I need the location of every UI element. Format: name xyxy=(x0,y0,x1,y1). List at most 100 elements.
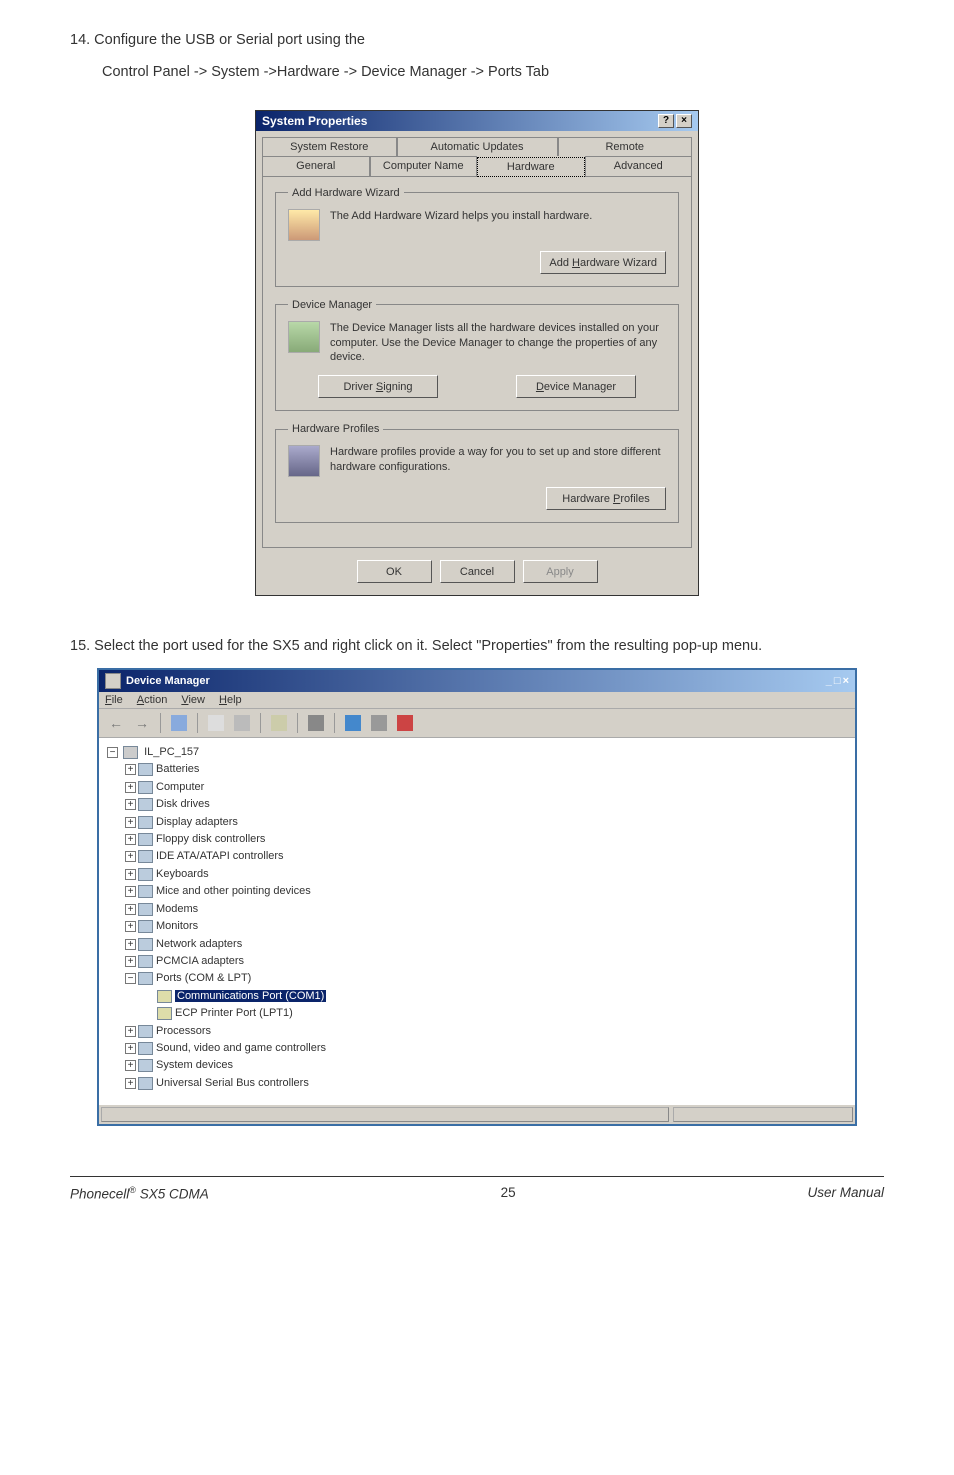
tree-node-label: PCMCIA adapters xyxy=(156,955,244,967)
toolbar-print-icon[interactable] xyxy=(231,712,253,734)
toolbar-icon-3[interactable] xyxy=(368,712,390,734)
ok-button[interactable]: OK xyxy=(357,560,432,583)
toolbar-properties-icon[interactable] xyxy=(205,712,227,734)
menu-help[interactable]: Help xyxy=(219,694,242,706)
expander-icon[interactable]: + xyxy=(125,834,136,845)
tab-row-bottom: General Computer Name Hardware Advanced xyxy=(256,156,698,176)
tab-row-top: System Restore Automatic Updates Remote xyxy=(256,131,698,156)
tree-root[interactable]: − IL_PC_157 + Batteries + Computer + Disk dri… xyxy=(107,744,847,1092)
tree-leaf-label: Communications Port (COM1) xyxy=(175,990,326,1002)
toolbar-icon-1[interactable] xyxy=(168,712,190,734)
tree-node-label: Display adapters xyxy=(156,816,238,828)
device-manager-icon xyxy=(288,321,320,353)
tab-remote[interactable]: Remote xyxy=(558,137,693,156)
close-button[interactable]: × xyxy=(676,114,692,128)
expander-icon[interactable]: + xyxy=(125,1026,136,1037)
dialog-footer: OK Cancel Apply xyxy=(256,554,698,595)
tab-automatic-updates[interactable]: Automatic Updates xyxy=(397,137,558,156)
tree-node-label: Disk drives xyxy=(156,798,210,810)
expander-icon[interactable]: + xyxy=(125,886,136,897)
tree-node-label: Sound, video and game controllers xyxy=(156,1042,326,1054)
add-hardware-legend: Add Hardware Wizard xyxy=(288,187,404,199)
toolbar-icon-4[interactable] xyxy=(394,712,416,734)
tree-node-label: Computer xyxy=(156,781,204,793)
expander-icon[interactable]: + xyxy=(125,1078,136,1089)
tree-node[interactable]: +Network adapters xyxy=(125,936,847,953)
menu-file[interactable]: File xyxy=(105,694,123,706)
expander-icon[interactable]: + xyxy=(125,851,136,862)
expander-icon[interactable]: + xyxy=(125,799,136,810)
expander-icon[interactable]: + xyxy=(125,869,136,880)
toolbar-icon-2[interactable] xyxy=(305,712,327,734)
expander-icon[interactable]: + xyxy=(125,939,136,950)
step-15-text: 15. Select the port used for the SX5 and… xyxy=(70,636,884,658)
tree-leaf[interactable]: ECP Printer Port (LPT1) xyxy=(143,1005,847,1022)
tab-hardware[interactable]: Hardware xyxy=(477,157,585,177)
tree-node-label: Universal Serial Bus controllers xyxy=(156,1077,309,1089)
root-label: IL_PC_157 xyxy=(144,746,199,758)
maximize-button[interactable]: □ xyxy=(834,675,841,687)
tree-node[interactable]: + Computer xyxy=(125,779,847,796)
expander-icon[interactable]: + xyxy=(125,817,136,828)
tree-node[interactable]: + Display adapters xyxy=(125,814,847,831)
tree-node[interactable]: +Mice and other pointing devices xyxy=(125,883,847,900)
tree-node[interactable]: +Floppy disk controllers xyxy=(125,831,847,848)
menubar: File Action View Help xyxy=(99,692,855,709)
tree-node[interactable]: + Disk drives xyxy=(125,796,847,813)
expander-icon[interactable]: + xyxy=(125,921,136,932)
toolbar-help-icon[interactable] xyxy=(268,712,290,734)
device-category-icon xyxy=(138,816,153,829)
help-button[interactable]: ? xyxy=(658,114,674,128)
expander-icon[interactable]: + xyxy=(125,764,136,775)
page-footer: Phonecell® SX5 CDMA 25 User Manual xyxy=(70,1176,884,1202)
device-category-icon xyxy=(138,955,153,968)
tab-computer-name[interactable]: Computer Name xyxy=(370,156,478,176)
apply-button[interactable]: Apply xyxy=(523,560,598,583)
tab-advanced[interactable]: Advanced xyxy=(585,156,693,176)
expander-icon[interactable]: + xyxy=(125,904,136,915)
tree-node[interactable]: + PCMCIA adapters xyxy=(125,953,847,970)
tree-node[interactable]: − Ports (COM & LPT) Communications Port (C… xyxy=(125,970,847,1022)
expander-icon[interactable]: + xyxy=(125,1060,136,1071)
tree-node-label: Batteries xyxy=(156,763,199,775)
expander-icon[interactable]: + xyxy=(125,1043,136,1054)
tree-node[interactable]: +System devices xyxy=(125,1057,847,1074)
expander-icon[interactable]: − xyxy=(125,973,136,984)
device-category-icon xyxy=(138,1042,153,1055)
tree-node[interactable]: +Modems xyxy=(125,901,847,918)
device-manager-button[interactable]: Device Manager xyxy=(516,375,636,398)
cancel-button[interactable]: Cancel xyxy=(440,560,515,583)
tree-node-label: IDE ATA/ATAPI controllers xyxy=(156,850,284,862)
close-window-button[interactable]: × xyxy=(843,675,849,687)
device-manager-window: Device Manager _ □ × File Action View He… xyxy=(97,668,857,1126)
tree-node[interactable]: + Universal Serial Bus controllers xyxy=(125,1075,847,1092)
tab-system-restore[interactable]: System Restore xyxy=(262,137,397,156)
hardware-profiles-icon xyxy=(288,445,320,477)
tree-node[interactable]: + Sound, video and game controllers xyxy=(125,1040,847,1057)
menu-action[interactable]: Action xyxy=(137,694,168,706)
tree-node[interactable]: + IDE ATA/ATAPI controllers xyxy=(125,848,847,865)
toolbar-scan-icon[interactable] xyxy=(342,712,364,734)
tree-node[interactable]: + Batteries xyxy=(125,761,847,778)
driver-signing-button[interactable]: Driver Signing xyxy=(318,375,438,398)
expander-icon[interactable]: + xyxy=(125,956,136,967)
back-button[interactable]: ← xyxy=(105,712,127,734)
tree-leaf[interactable]: Communications Port (COM1) xyxy=(143,988,847,1005)
status-right xyxy=(673,1107,853,1122)
minimize-button[interactable]: _ xyxy=(826,675,832,687)
menu-view[interactable]: View xyxy=(181,694,205,706)
tree-node[interactable]: +Keyboards xyxy=(125,866,847,883)
tree-node[interactable]: +Processors xyxy=(125,1023,847,1040)
expander-icon[interactable]: + xyxy=(125,782,136,793)
forward-button[interactable]: → xyxy=(131,712,153,734)
footer-right: User Manual xyxy=(807,1185,884,1202)
add-hardware-wizard-button[interactable]: Add Hardware Wizard xyxy=(540,251,666,274)
device-category-icon xyxy=(138,1059,153,1072)
device-category-icon xyxy=(138,972,153,985)
expander-icon[interactable]: − xyxy=(107,747,118,758)
tree-node-label: Ports (COM & LPT) xyxy=(156,972,251,984)
tree-node[interactable]: +Monitors xyxy=(125,918,847,935)
tab-general[interactable]: General xyxy=(262,156,370,176)
port-icon xyxy=(157,1007,172,1020)
hardware-profiles-button[interactable]: Hardware Profiles xyxy=(546,487,666,510)
